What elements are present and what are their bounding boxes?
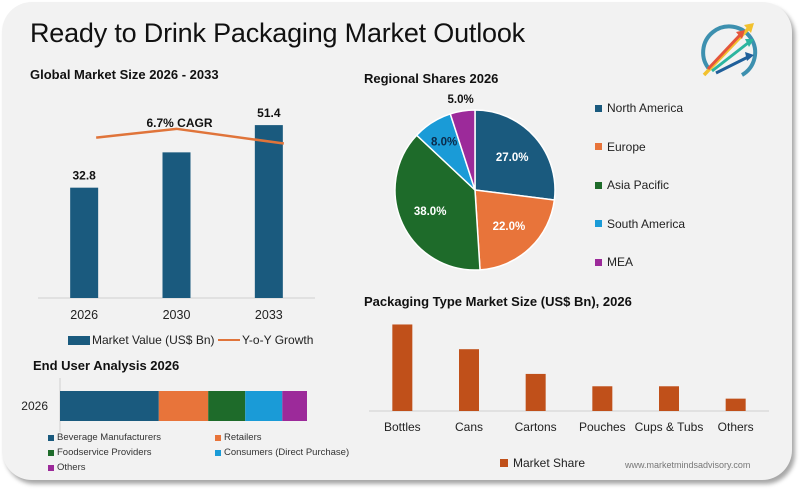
legend-swatch-yoy-growth: [218, 339, 240, 341]
x-tick-label-2026: 2026: [70, 308, 98, 322]
pie-label-south-america: 8.0%: [431, 136, 457, 148]
x-tick-label-2033: 2033: [255, 308, 283, 322]
legend-label-consumers-direct-purchase: Consumers (Direct Purchase): [224, 447, 350, 458]
legend-swatch-foodservice-providers: [48, 449, 54, 456]
bar-market-value-2030: [162, 152, 191, 298]
legend-label-south-america: South America: [607, 216, 686, 231]
segment-beverage-manufacturers: [60, 391, 159, 421]
legend-label-north-america: North America: [607, 101, 684, 115]
source-watermark: www.marketmindsadvisory.com: [625, 460, 751, 470]
segment-consumers-direct-purchase: [245, 391, 283, 421]
bar-others: [725, 398, 746, 411]
legend-swatch-consumers-direct-purchase: [215, 449, 221, 456]
legend-item-north-america: North America: [595, 101, 683, 115]
x-tick-label-2030: 2030: [163, 308, 191, 322]
legend-swatch-beverage-manufacturers: [48, 434, 54, 441]
legend-label-market-share: Market Share: [513, 456, 586, 470]
line-yoy-growth: [96, 127, 285, 145]
x-tick-label-cups-tubs: Cups & Tubs: [635, 420, 704, 434]
bar-cans: [459, 349, 479, 411]
regional-shares-title: Regional Shares 2026: [364, 71, 499, 86]
segment-retailers: [158, 391, 209, 421]
growth-arrows-logo-icon: [690, 15, 760, 85]
legend-item-beverage-manufacturers: Beverage Manufacturers: [48, 432, 161, 443]
legend-label-foodservice-providers: Foodservice Providers: [57, 447, 152, 458]
pie-slice-mea: [449, 109, 476, 191]
legend-swatch-market-value: [68, 335, 90, 345]
bar-pouches: [592, 386, 613, 411]
segment-others: [282, 391, 307, 421]
legend-label-market-value: Market Value (US$ Bn): [92, 333, 215, 347]
legend-item-yoy-growth: Y-o-Y Growth: [218, 333, 313, 347]
pie-label-asia-pacific: 38.0%: [414, 206, 447, 218]
legend-item-south-america: South America: [595, 217, 685, 231]
legend-swatch-market-share: [500, 459, 508, 467]
pie-slice-asia-pacific: [394, 134, 481, 271]
legend-swatch-mea: [595, 258, 602, 266]
pie-slice-europe: [474, 189, 556, 271]
legend-label-yoy-growth: Y-o-Y Growth: [242, 333, 314, 347]
bar-bottles: [392, 324, 413, 411]
pie-label-mea: 5.0%: [447, 94, 473, 106]
legend-item-europe: Europe: [595, 140, 646, 154]
bar-cartons: [525, 373, 546, 411]
legend-swatch-europe: [595, 143, 602, 150]
pie-label-north-america: 27.0%: [496, 152, 529, 164]
legend-swatch-retailers: [215, 434, 221, 441]
legend-swatch-south-america: [595, 220, 602, 227]
cagr-annotation: 6.7% CAGR: [146, 116, 212, 130]
legend-item-mea: MEA: [595, 255, 633, 269]
bar-cups-tubs: [659, 386, 679, 411]
global-market-size-title: Global Market Size 2026 - 2033: [30, 67, 219, 82]
y-tick-label-2026: 2026: [21, 399, 48, 413]
x-tick-label-cans: Cans: [455, 420, 483, 434]
legend-item-foodservice-providers: Foodservice Providers: [48, 447, 152, 458]
x-tick-label-pouches: Pouches: [579, 420, 626, 434]
x-tick-label-others: Others: [718, 420, 754, 434]
legend-label-others: Others: [57, 462, 86, 473]
packaging-type-title: Packaging Type Market Size (US$ Bn), 202…: [364, 294, 632, 309]
legend-item-market-share: Market Share: [500, 456, 585, 470]
legend-item-consumers-direct-purchase: Consumers (Direct Purchase): [215, 447, 349, 458]
legend-swatch-north-america: [595, 104, 602, 112]
legend-swatch-others: [48, 464, 54, 471]
pie-label-europe: 22.0%: [493, 221, 526, 233]
data-label-2026: 32.8: [72, 169, 96, 183]
end-user-title: End User Analysis 2026: [33, 358, 180, 373]
legend-label-asia-pacific: Asia Pacific: [607, 178, 670, 192]
legend-item-asia-pacific: Asia Pacific: [595, 178, 669, 192]
bar-market-value-2033: [254, 125, 283, 298]
legend-label-europe: Europe: [607, 139, 646, 154]
legend-label-beverage-manufacturers: Beverage Manufacturers: [57, 432, 162, 443]
legend-label-mea: MEA: [607, 255, 634, 269]
legend-item-retailers: Retailers: [215, 432, 262, 443]
legend-item-others: Others: [48, 462, 86, 473]
legend-swatch-asia-pacific: [595, 181, 602, 189]
data-label-2033: 51.4: [257, 106, 281, 120]
bar-market-value-2026: [70, 187, 99, 298]
legend-item-market-value: Market Value (US$ Bn): [68, 333, 215, 347]
x-tick-label-cartons: Cartons: [515, 420, 557, 434]
pie-slice-north-america: [474, 109, 556, 201]
legend-label-retailers: Retailers: [224, 432, 262, 443]
page-title: Ready to Drink Packaging Market Outlook: [30, 18, 525, 48]
x-tick-label-bottles: Bottles: [384, 420, 421, 434]
segment-foodservice-providers: [208, 391, 246, 421]
